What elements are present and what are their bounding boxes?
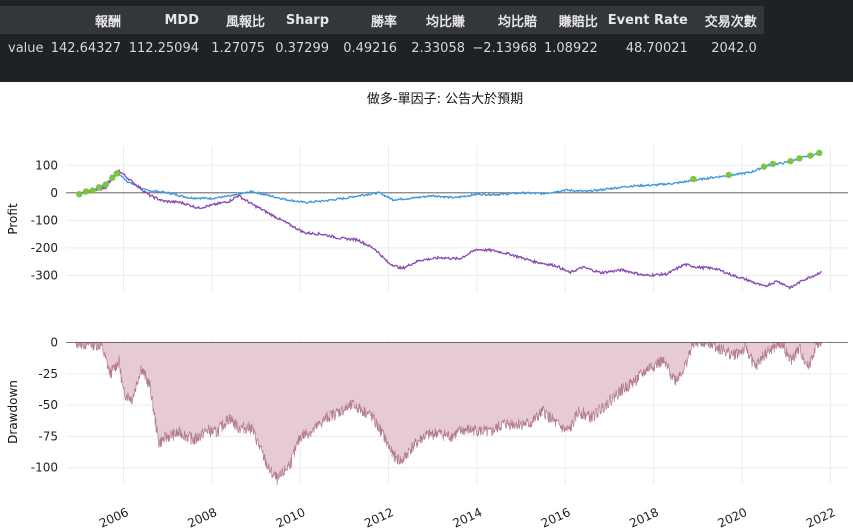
profit-marker — [89, 187, 96, 194]
profit-marker — [82, 188, 90, 195]
drawdown-y-tick-label: -50 — [38, 398, 58, 412]
profit-marker — [807, 152, 814, 159]
profit-marker — [796, 155, 803, 162]
profit-y-tick-label: -200 — [31, 241, 58, 255]
stats-value-cell: 112.25094 — [128, 40, 199, 56]
drawdown-y-tick-label: -25 — [38, 367, 58, 381]
stats-value-cell: 0.49216 — [343, 40, 397, 56]
stats-header-cell: MDD — [128, 6, 206, 34]
stats-value-cell: 0.37299 — [275, 40, 329, 56]
stats-header-cell: 報酬 — [50, 6, 128, 34]
x-tick-label: 2016 — [539, 505, 573, 530]
profit-marker — [787, 157, 794, 165]
stats-value-cell: 2.33058 — [411, 40, 465, 56]
stats-value-cell: 2042.0 — [711, 40, 757, 56]
profit-marker — [109, 174, 116, 181]
drawdown-y-tick-label: -100 — [31, 461, 58, 475]
stats-row-label: value — [8, 40, 44, 56]
stats-value-row: value 142.64327 112.25094 1.27075 0.3729… — [0, 34, 764, 62]
x-tick-label: 2010 — [274, 505, 308, 530]
profit-y-tick-label: 0 — [50, 186, 58, 200]
profit-marker — [760, 163, 768, 170]
profit-marker — [113, 170, 121, 177]
profit-marker — [690, 175, 697, 183]
stats-value-cell: 48.70021 — [625, 40, 688, 56]
stats-header-cell: 均比賺 — [404, 6, 472, 34]
stats-header-corner — [0, 6, 50, 34]
profit-series-line-blue — [79, 151, 822, 204]
stats-value-cell: 142.64327 — [50, 40, 121, 56]
stats-header-row: 報酬 MDD 風報比 Sharp 勝率 均比賺 均比賠 賺賠比 Event Ra… — [0, 6, 764, 34]
drawdown-panel: 2006 2008 2010 2012 2014 2016 2018 2020 2022 0 -25… — [6, 336, 848, 530]
profit-marker — [95, 184, 103, 191]
profit-y-tick-label: -100 — [31, 213, 58, 227]
profit-marker — [76, 191, 83, 198]
profit-marker — [725, 171, 732, 179]
drawdown-y-tick-label: -75 — [38, 429, 58, 443]
profit-y-tick-label: 100 — [35, 158, 58, 172]
profit-series-line-purple — [79, 168, 822, 290]
drawdown-area — [74, 341, 822, 486]
stats-header-cell: 交易次數 — [694, 6, 764, 34]
x-tick-label: 2012 — [362, 505, 396, 530]
x-tick-label: 2006 — [97, 505, 131, 530]
stats-value-cell: 1.08922 — [544, 40, 598, 56]
stats-value-cell: 1.27075 — [211, 40, 265, 56]
chart-figure: 做多-單因子: 公告大於預期 100 0 -100 -200 -300 Profit 20… — [6, 91, 848, 530]
x-tick-label: 2008 — [185, 505, 219, 530]
profit-marker — [102, 181, 109, 188]
stats-header-cell: 風報比 — [206, 6, 272, 34]
stats-panel: 報酬 MDD 風報比 Sharp 勝率 均比賺 均比賠 賺賠比 Event Ra… — [0, 0, 853, 82]
drawdown-y-tick-label: 0 — [50, 336, 58, 350]
stats-header-cell: Sharp — [272, 6, 336, 34]
x-tick-label: 2020 — [716, 505, 750, 530]
x-tick-label: 2022 — [804, 505, 838, 530]
profit-y-axis-label: Profit — [6, 203, 20, 235]
profit-y-tick-label: -300 — [31, 268, 58, 282]
profit-marker — [769, 160, 777, 168]
stats-header-cell: 賺賠比 — [544, 6, 605, 34]
profit-panel: 100 0 -100 -200 -300 Profit — [6, 146, 848, 292]
chart-title: 做多-單因子: 公告大於預期 — [367, 91, 523, 107]
drawdown-y-axis-label: Drawdown — [6, 380, 20, 444]
x-tick-label: 2014 — [451, 505, 485, 530]
profit-marker — [816, 149, 823, 157]
x-tick-label: 2018 — [627, 505, 661, 530]
stats-header-cell: 勝率 — [336, 6, 404, 34]
stats-table: 報酬 MDD 風報比 Sharp 勝率 均比賺 均比賠 賺賠比 Event Ra… — [0, 6, 764, 62]
stats-header-cell: 均比賠 — [472, 6, 544, 34]
stats-header-cell: Event Rate — [604, 6, 695, 34]
stats-value-cell: −2.13968 — [472, 40, 537, 56]
